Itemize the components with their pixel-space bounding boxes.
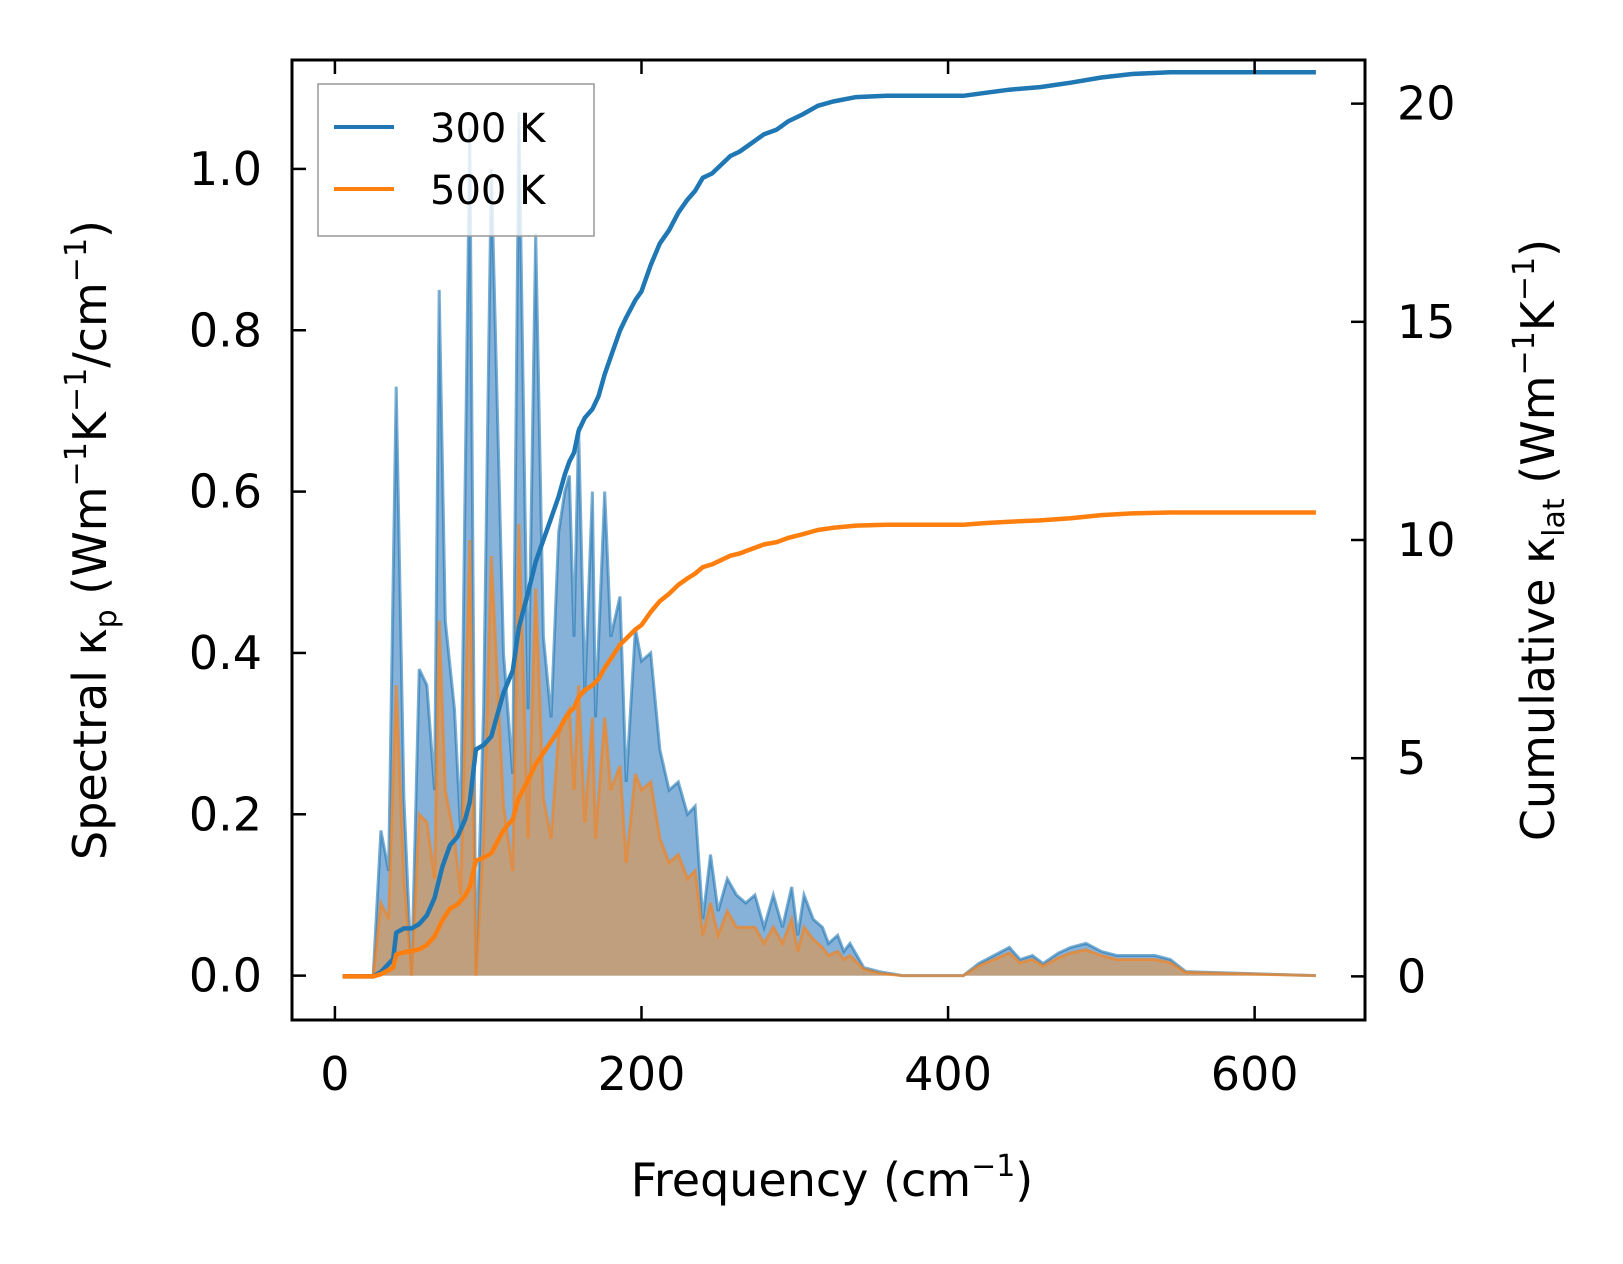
y-right-tick-label-0: 0	[1397, 949, 1426, 1003]
spectral-outline-500k	[342, 523, 1316, 978]
x-tick-label-0: 0	[320, 1047, 349, 1101]
y-left-tick-label-1: 1.0	[189, 142, 262, 196]
y-axis-right-title: Cumulative κlat (Wm−1K−1)	[1507, 239, 1572, 841]
legend-frame	[317, 83, 595, 237]
x-axis-title: Frequency (cm−1)	[631, 1149, 1034, 1207]
cumulative-line-300k	[342, 69, 1316, 979]
x-tick-label-200: 200	[598, 1047, 686, 1101]
x-tick-label-600: 600	[1211, 1047, 1299, 1101]
axes-layer	[290, 58, 1367, 1022]
y-left-tick-label-0.6: 0.6	[189, 465, 262, 519]
legend: 300 K 500 K	[317, 83, 595, 237]
y-right-tick-label-20: 20	[1397, 77, 1456, 131]
series-line-layer	[342, 69, 1316, 979]
y-left-tick-label-0.8: 0.8	[189, 303, 262, 357]
legend-label-300k: 300 K	[430, 106, 547, 152]
y-left-tick-label-0.2: 0.2	[189, 787, 262, 841]
y-left-tick-label-0: 0.0	[189, 949, 262, 1003]
spectral-fill-300k	[342, 112, 1316, 976]
y-right-tick-label-5: 5	[1397, 731, 1426, 785]
cumulative-line-500k	[342, 510, 1316, 979]
spectral-outline-300k	[342, 112, 1316, 978]
spectral-fill-layer	[342, 112, 1316, 978]
y-right-tick-label-15: 15	[1397, 295, 1456, 349]
x-tick-label-400: 400	[904, 1047, 992, 1101]
y-axis-left-title: Spectral κp (Wm−1K−1/cm−1)	[59, 220, 124, 860]
legend-label-500k: 500 K	[430, 168, 547, 214]
tick-label-layer: 0 200 400 600 0.0 0.2 0.4 0.6 0.8 1.0 0 5 10 15 20	[189, 77, 1456, 1101]
y-left-tick-label-0.4: 0.4	[189, 626, 262, 680]
spectral-fill-500k	[342, 523, 1316, 976]
y-right-tick-label-10: 10	[1397, 513, 1456, 567]
